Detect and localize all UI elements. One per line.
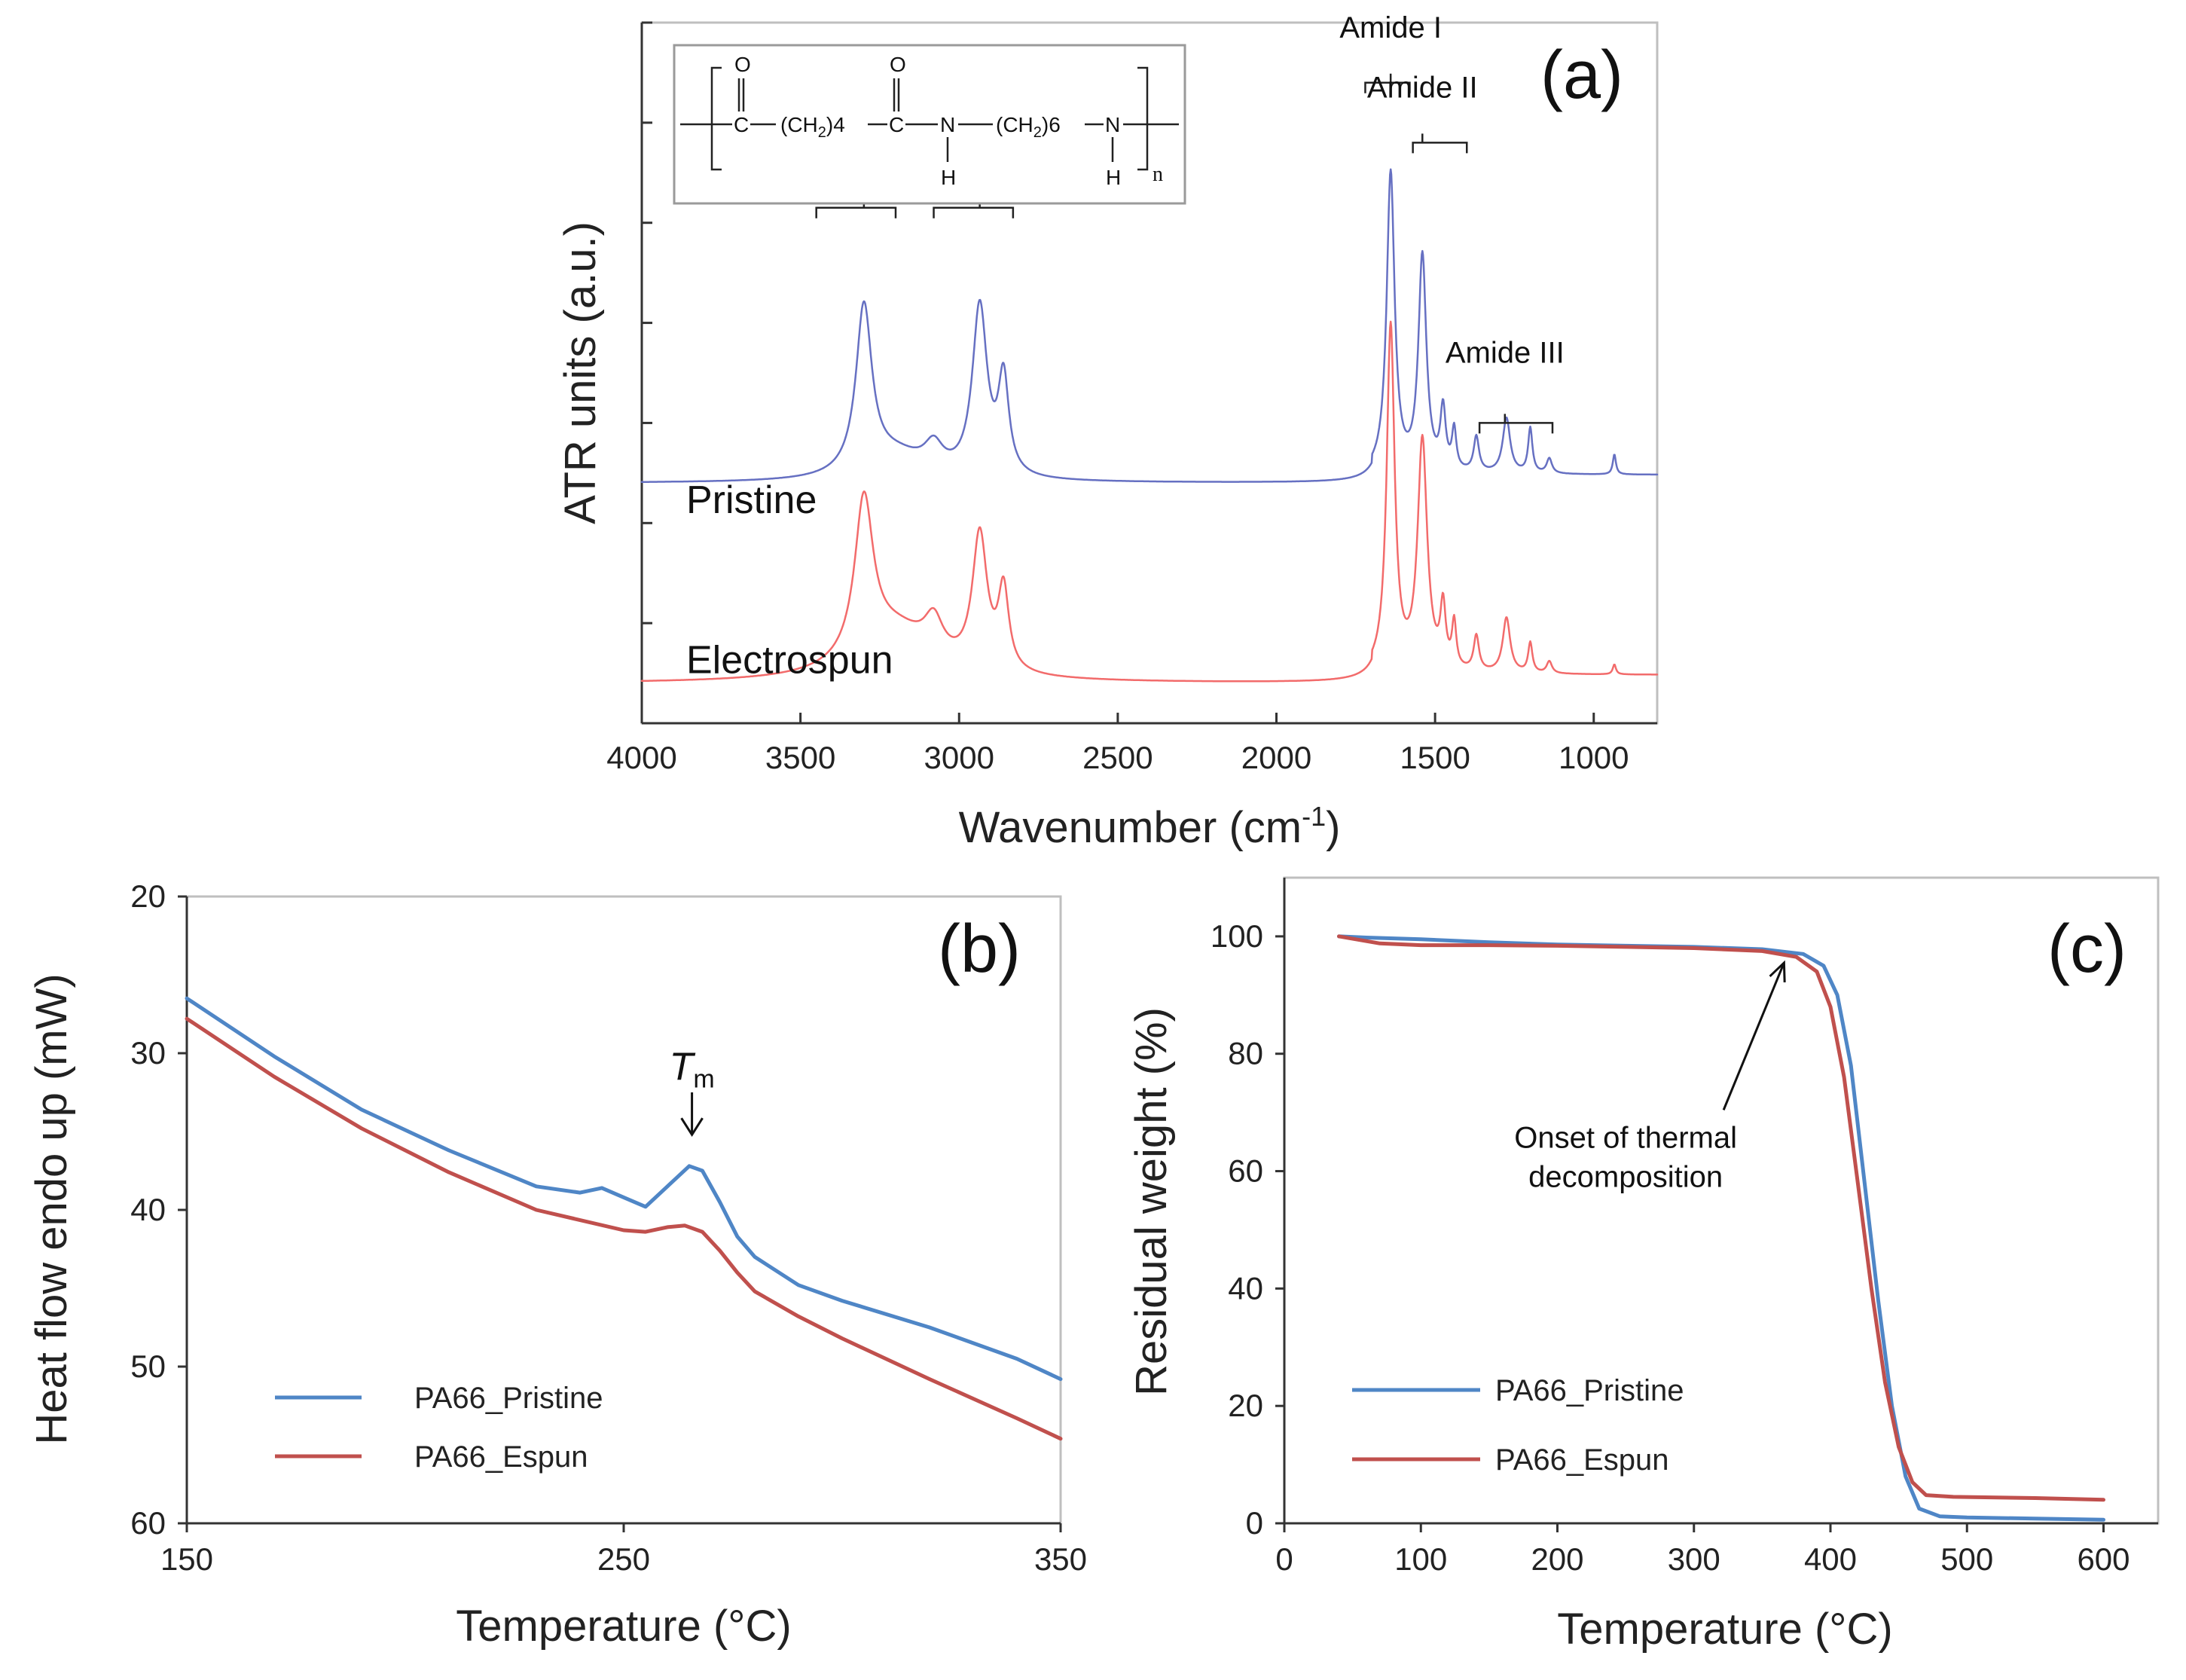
panel-a-bracket [1478,414,1554,434]
tm-annotation: Tm [670,1045,715,1093]
tm-arrow-head [680,1117,704,1137]
panel-a-x-tick-label: 3000 [924,740,994,775]
panel-b-legend-label: PA66_Pristine [414,1382,603,1415]
onset-arrow-shaft [1722,962,1785,1110]
panel-c-series-pa66_espun [1337,934,2105,1502]
structure-ch2-6: (CH2)6 [996,113,1061,141]
panel-c-legend-label: PA66_Espun [1495,1443,1669,1477]
panel-a-bracket [1412,133,1468,154]
panel-b-label: (b) [938,912,1021,987]
panel-b-y-ticks: 20 30 40 50 60 [130,878,187,1541]
panel-c-y-tick-label: 0 [1246,1505,1263,1541]
structure-oxygen-1: O [734,53,751,76]
panel-a-x-tick-label: 2500 [1082,740,1153,775]
panel-b-y-tick-label: 60 [130,1505,166,1541]
panel-c-frame [1283,876,2160,1525]
panel-b-annotations: Tm [670,1045,715,1137]
panel-a-series-label: Pristine [686,478,817,522]
structure-hydrogen-1: H [941,166,956,189]
panel-a-y-title: ATR units (a.u.) [556,221,605,524]
structure-hydrogen-2: H [1106,166,1121,189]
panel-a-x-tick-label: 1500 [1400,740,1470,775]
structure-carbon-2: C [889,113,904,136]
panel-b-frame [185,895,1062,1525]
panel-a-annotation: Amide III [1446,337,1565,370]
panel-c-x-tick-label: 200 [1531,1541,1583,1577]
panel-a-label: (a) [1540,38,1623,113]
panel-c-x-tick-label: 500 [1940,1541,1993,1577]
panel-b-x-tick-label: 350 [1034,1541,1087,1577]
onset-annotation-line-1: Onset of thermal [1514,1121,1737,1154]
panel-c-x-tick-label: 600 [2077,1541,2130,1577]
panel-a-x-ticks: 4000 3500 3000 2500 2000 1500 1000 [606,713,1629,775]
panel-c-y-title: Residual weight (%) [1127,1007,1176,1396]
onset-arrow-head [1769,960,1786,983]
panel-c-y-tick-label: 60 [1228,1153,1263,1189]
panel-a-series-labels: Pristine Electrospun [686,478,893,683]
panel-c-annotations: Onset of thermal decomposition [1514,960,1786,1193]
panel-c-series-pa66_pristine [1337,934,2105,1522]
panel-a-y-ticks [642,21,652,625]
structure-repeat-n: n [1153,163,1163,186]
panel-b-legend: PA66_Pristine PA66_Espun [275,1382,603,1474]
structure-nitrogen-1: N [940,113,955,136]
panel-c-x-tick-label: 300 [1668,1541,1720,1577]
panel-b-x-tick-label: 250 [597,1541,650,1577]
panel-c-x-ticks: 0 100 200 300 400 500 600 [1275,1523,2130,1577]
panel-a-bracket [1364,73,1411,93]
panel-b-y-title: Heat flow endo up (mW) [27,973,76,1444]
pa66-structure-inset: C O (CH2)4 C O N H (CH2)6 N H n [673,44,1186,205]
panel-c-x-tick-label: 0 [1275,1541,1293,1577]
structure-ch2-4: (CH2)4 [780,113,845,141]
panel-a-annotation: Amide I [1339,11,1442,44]
panel-b-series-pa66_pristine [185,996,1063,1382]
panel-b-x-ticks: 150 250 350 [160,1523,1087,1577]
panel-a-x-tick-label: 4000 [606,740,676,775]
panel-c-y-tick-label: 40 [1228,1270,1263,1306]
panel-a-x-tick-label: 3500 [765,740,835,775]
panel-a-annotation: Amide II [1367,72,1478,105]
onset-annotation-line-2: decomposition [1528,1160,1723,1193]
panel-b-y-tick-label: 30 [130,1035,166,1071]
structure-nitrogen-2: N [1105,113,1120,136]
panel-c-series [1337,934,2105,1522]
panel-b-x-tick-label: 150 [160,1541,213,1577]
panel-b-y-tick-label: 20 [130,878,166,914]
panel-b-x-title: Temperature (°C) [456,1602,791,1651]
panel-a-x-tick-label: 2000 [1241,740,1311,775]
panel-c-y-tick-label: 80 [1228,1036,1263,1071]
panel-b-y-tick-label: 40 [130,1192,166,1227]
panel-a-series [640,168,1659,683]
panel-c-legend-label: PA66_Pristine [1495,1374,1684,1407]
panel-c-x-tick-label: 100 [1394,1541,1447,1577]
panel-c-tga: 0 20 40 60 80 100 0 100 200 300 400 500 600 Onset o… [1127,876,2160,1654]
panel-c-legend: PA66_Pristine PA66_Espun [1352,1374,1684,1477]
panel-a-x-title: Wavenumber (cm-1) [959,801,1341,852]
panel-a-series-electrospun [640,320,1659,683]
panel-c-x-title: Temperature (°C) [1557,1605,1892,1654]
panel-c-label: (c) [2047,912,2126,987]
structure-oxygen-2: O [890,53,906,76]
panel-b-legend-label: PA66_Espun [414,1440,588,1474]
panel-c-y-ticks: 0 20 40 60 80 100 [1211,918,1284,1541]
panel-c-x-tick-label: 400 [1804,1541,1857,1577]
panel-c-y-tick-label: 20 [1228,1388,1263,1423]
panel-b-series [185,996,1063,1441]
panel-c-y-tick-label: 100 [1211,918,1263,954]
panel-a-x-tick-label: 1000 [1559,740,1629,775]
structure-carbon-1: C [734,113,749,136]
panel-a-series-pristine [640,168,1659,483]
panel-b-series-pa66_espun [185,1016,1063,1441]
panel-b-y-tick-label: 50 [130,1349,166,1384]
panel-a-series-label: Electrospun [686,639,893,683]
